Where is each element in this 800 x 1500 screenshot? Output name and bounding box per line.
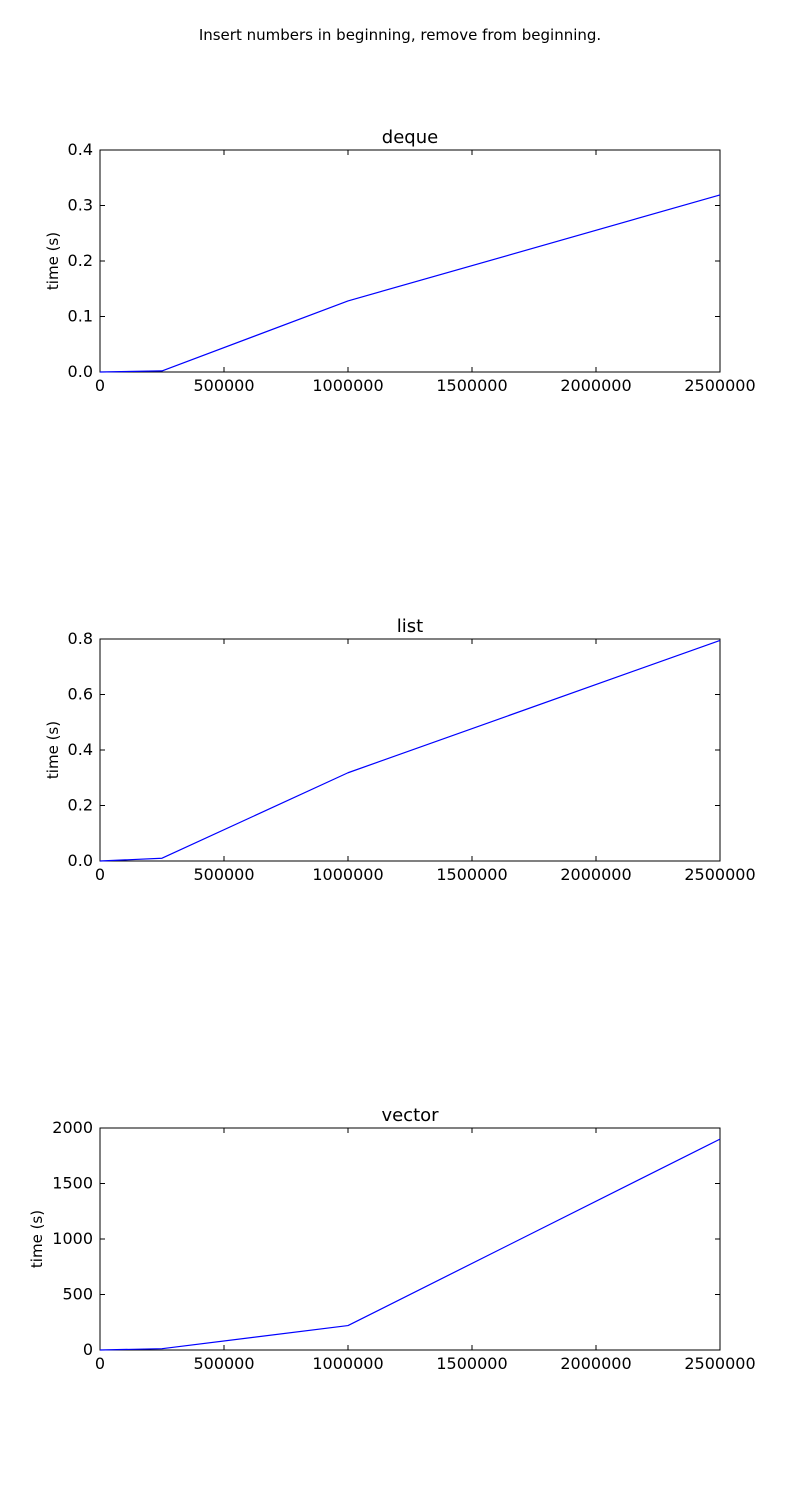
vector-y-tick-label: 0 (83, 1340, 93, 1359)
deque-y-tick-label: 0.2 (68, 251, 93, 270)
list-y-tick-label: 0.4 (68, 740, 93, 759)
vector-x-tick-label: 500000 (193, 1354, 254, 1373)
vector-x-tick-label: 0 (95, 1354, 105, 1373)
vector-x-tick-label: 2500000 (684, 1354, 755, 1373)
vector-axes-frame (99, 1127, 721, 1351)
list-axes-frame (99, 638, 721, 862)
list-y-tick-label: 0.8 (68, 629, 93, 648)
vector-y-tick-label: 2000 (52, 1118, 93, 1137)
vector-chart: 0 500000 1000000 1500000 2000000 2500000 0 500 1… (28, 1105, 756, 1373)
deque-y-tick-label: 0.4 (68, 140, 93, 159)
deque-x-tick-label: 500000 (193, 376, 254, 395)
list-chart: 0 500000 1000000 1500000 2000000 2500000 0.0 0.… (44, 616, 756, 884)
list-y-tick-label: 0.0 (68, 851, 93, 870)
list-x-tick-label: 500000 (193, 865, 254, 884)
deque-x-tick-label: 1500000 (436, 376, 507, 395)
deque-y-axis-label: time (s) (44, 232, 62, 290)
list-x-tick-label: 2000000 (560, 865, 631, 884)
deque-x-tick-label: 0 (95, 376, 105, 395)
vector-y-axis-label: time (s) (28, 1210, 46, 1268)
deque-title: deque (382, 127, 438, 148)
list-x-tick-label: 0 (95, 865, 105, 884)
figure-title: Insert numbers in beginning, remove from… (198, 26, 602, 44)
list-y-axis-label: time (s) (44, 721, 62, 779)
deque-x-tick-label: 2000000 (560, 376, 631, 395)
list-x-tick-label: 1500000 (436, 865, 507, 884)
deque-axes-frame (99, 149, 721, 373)
vector-x-tick-label: 1500000 (436, 1354, 507, 1373)
list-y-tick-label: 0.6 (68, 685, 93, 704)
list-y-tick-label: 0.2 (68, 796, 93, 815)
deque-x-tick-label: 2500000 (684, 376, 755, 395)
deque-y-tick-label: 0.1 (68, 307, 93, 326)
deque-series-line (99, 194, 721, 373)
list-title: list (397, 616, 423, 637)
deque-y-tick-label: 0.3 (68, 196, 93, 215)
vector-y-tick-label: 1500 (52, 1174, 93, 1193)
vector-y-tick-label: 500 (62, 1285, 93, 1304)
list-series-line (99, 639, 721, 862)
vector-series-line (99, 1138, 721, 1351)
vector-x-tick-label: 1000000 (312, 1354, 383, 1373)
list-x-tick-label: 2500000 (684, 865, 755, 884)
list-x-tick-label: 1000000 (312, 865, 383, 884)
deque-x-tick-label: 1000000 (312, 376, 383, 395)
vector-y-tick-label: 1000 (52, 1229, 93, 1248)
vector-x-tick-label: 2000000 (560, 1354, 631, 1373)
deque-chart: 0 500000 1000000 1500000 2000000 2500000 0.0 0.… (44, 127, 756, 395)
deque-y-tick-label: 0.0 (68, 362, 93, 381)
vector-title: vector (381, 1105, 439, 1126)
